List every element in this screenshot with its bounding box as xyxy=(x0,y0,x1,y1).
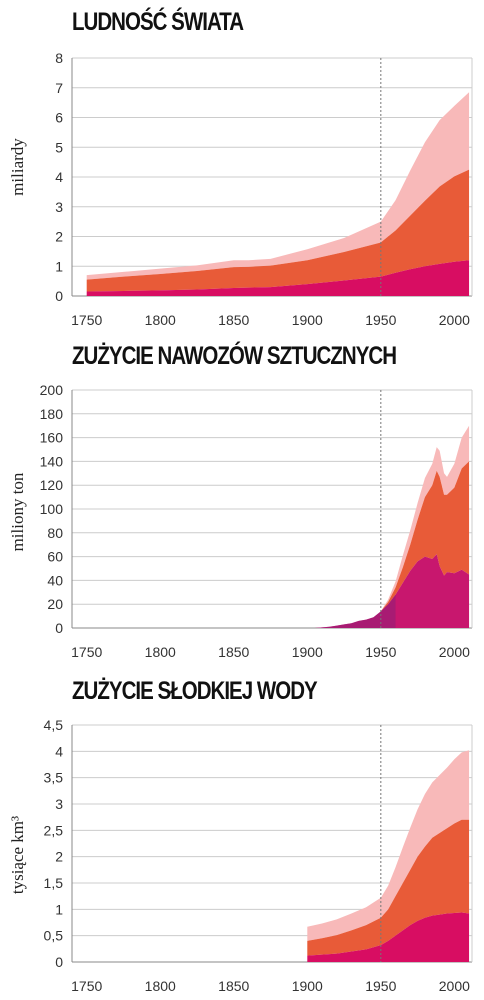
mid-area xyxy=(307,819,470,956)
y-tick-label: 7 xyxy=(55,80,63,96)
y-tick-label: 8 xyxy=(55,50,63,66)
y-tick-label: 140 xyxy=(40,453,64,469)
y-tick-label: 2 xyxy=(55,229,63,245)
water-panel: ZUŻYCIE SŁODKIEJ WODY tysiące km³ 0 0,5 1 1… xyxy=(0,665,484,1000)
x-tick-label: 2000 xyxy=(439,978,470,994)
x-tick-label: 1850 xyxy=(218,312,249,328)
light-area xyxy=(307,750,470,941)
chart-title: ZUŻYCIE SŁODKIEJ WODY xyxy=(72,677,318,705)
y-tick-label: 3 xyxy=(55,199,63,215)
y-tick-label: 180 xyxy=(40,406,64,422)
y-tick-label: 40 xyxy=(47,572,63,588)
dark-area xyxy=(314,554,470,628)
x-tick-label: 1750 xyxy=(71,978,102,994)
y-tick-label: 3 xyxy=(55,796,63,812)
y-tick-label: 80 xyxy=(47,525,63,541)
mid-area xyxy=(314,461,470,628)
y-tick-label: 5 xyxy=(55,139,63,155)
y-tick-label: 0,5 xyxy=(44,928,64,944)
x-tick-label: 1850 xyxy=(218,978,249,994)
x-tick-label: 1950 xyxy=(365,644,396,660)
y-tick-label: 4 xyxy=(55,169,63,185)
mid-area xyxy=(86,169,470,292)
y-tick-label: 160 xyxy=(40,430,64,446)
x-tick-label: 1750 xyxy=(71,312,102,328)
x-tick-label: 1800 xyxy=(145,644,176,660)
x-tick-label: 1850 xyxy=(218,644,249,660)
chart-title: LUDNOŚĆ ŚWIATA xyxy=(72,8,244,36)
y-tick-label: 20 xyxy=(47,596,63,612)
light-area xyxy=(314,425,470,628)
y-tick-label: 6 xyxy=(55,110,63,126)
fertilizer-chart: 0 20 40 60 80 100 120 140 160 180 200 1750 1800 1850 1… xyxy=(40,382,473,660)
population-chart: 0 1 2 3 4 5 6 7 8 1750 1800 1850 1900 1950 2000 xyxy=(55,50,473,328)
dark-area xyxy=(307,912,470,962)
chart-title: ZUŻYCIE NAWOZÓW SZTUCZNYCH xyxy=(72,342,397,370)
x-tick-label: 1900 xyxy=(292,978,323,994)
x-tick-label: 1900 xyxy=(292,644,323,660)
fertilizer-panel: ZUŻYCIE NAWOZÓW SZTUCZNYCH miliony ton 0… xyxy=(0,330,484,665)
y-tick-label: 120 xyxy=(40,477,64,493)
y-tick-label: 4,5 xyxy=(44,717,64,733)
early-area xyxy=(314,594,396,628)
x-tick-label: 1800 xyxy=(145,312,176,328)
freshwater-chart: 0 0,5 1 1,5 2 2,5 3 3,5 4 4,5 1750 1800 1850 1900 1950… xyxy=(44,717,473,994)
x-tick-label: 1950 xyxy=(365,312,396,328)
y-tick-label: 1 xyxy=(55,258,63,274)
y-tick-label: 60 xyxy=(47,549,63,565)
population-panel: LUDNOŚĆ ŚWIATA miliardy 0 1 2 3 4 5 6 7 8 1750 180… xyxy=(0,0,484,330)
y-tick-label: 100 xyxy=(40,501,64,517)
y-tick-label: 2 xyxy=(55,849,63,865)
y-tick-label: 1,5 xyxy=(44,875,64,891)
x-tick-label: 2000 xyxy=(439,312,470,328)
y-tick-label: 1 xyxy=(55,901,63,917)
y-tick-label: 0 xyxy=(55,288,63,304)
x-tick-label: 1900 xyxy=(292,312,323,328)
y-tick-label: 3,5 xyxy=(44,770,64,786)
x-tick-label: 1750 xyxy=(71,644,102,660)
y-tick-label: 200 xyxy=(40,382,64,398)
y-tick-label: 0 xyxy=(55,620,63,636)
light-area xyxy=(86,92,470,280)
x-tick-label: 2000 xyxy=(439,644,470,660)
dark-area xyxy=(86,260,470,296)
y-tick-label: 0 xyxy=(55,954,63,970)
x-tick-label: 1800 xyxy=(145,978,176,994)
x-tick-label: 1950 xyxy=(365,978,396,994)
y-tick-label: 2,5 xyxy=(44,822,64,838)
y-tick-label: 4 xyxy=(55,743,63,759)
